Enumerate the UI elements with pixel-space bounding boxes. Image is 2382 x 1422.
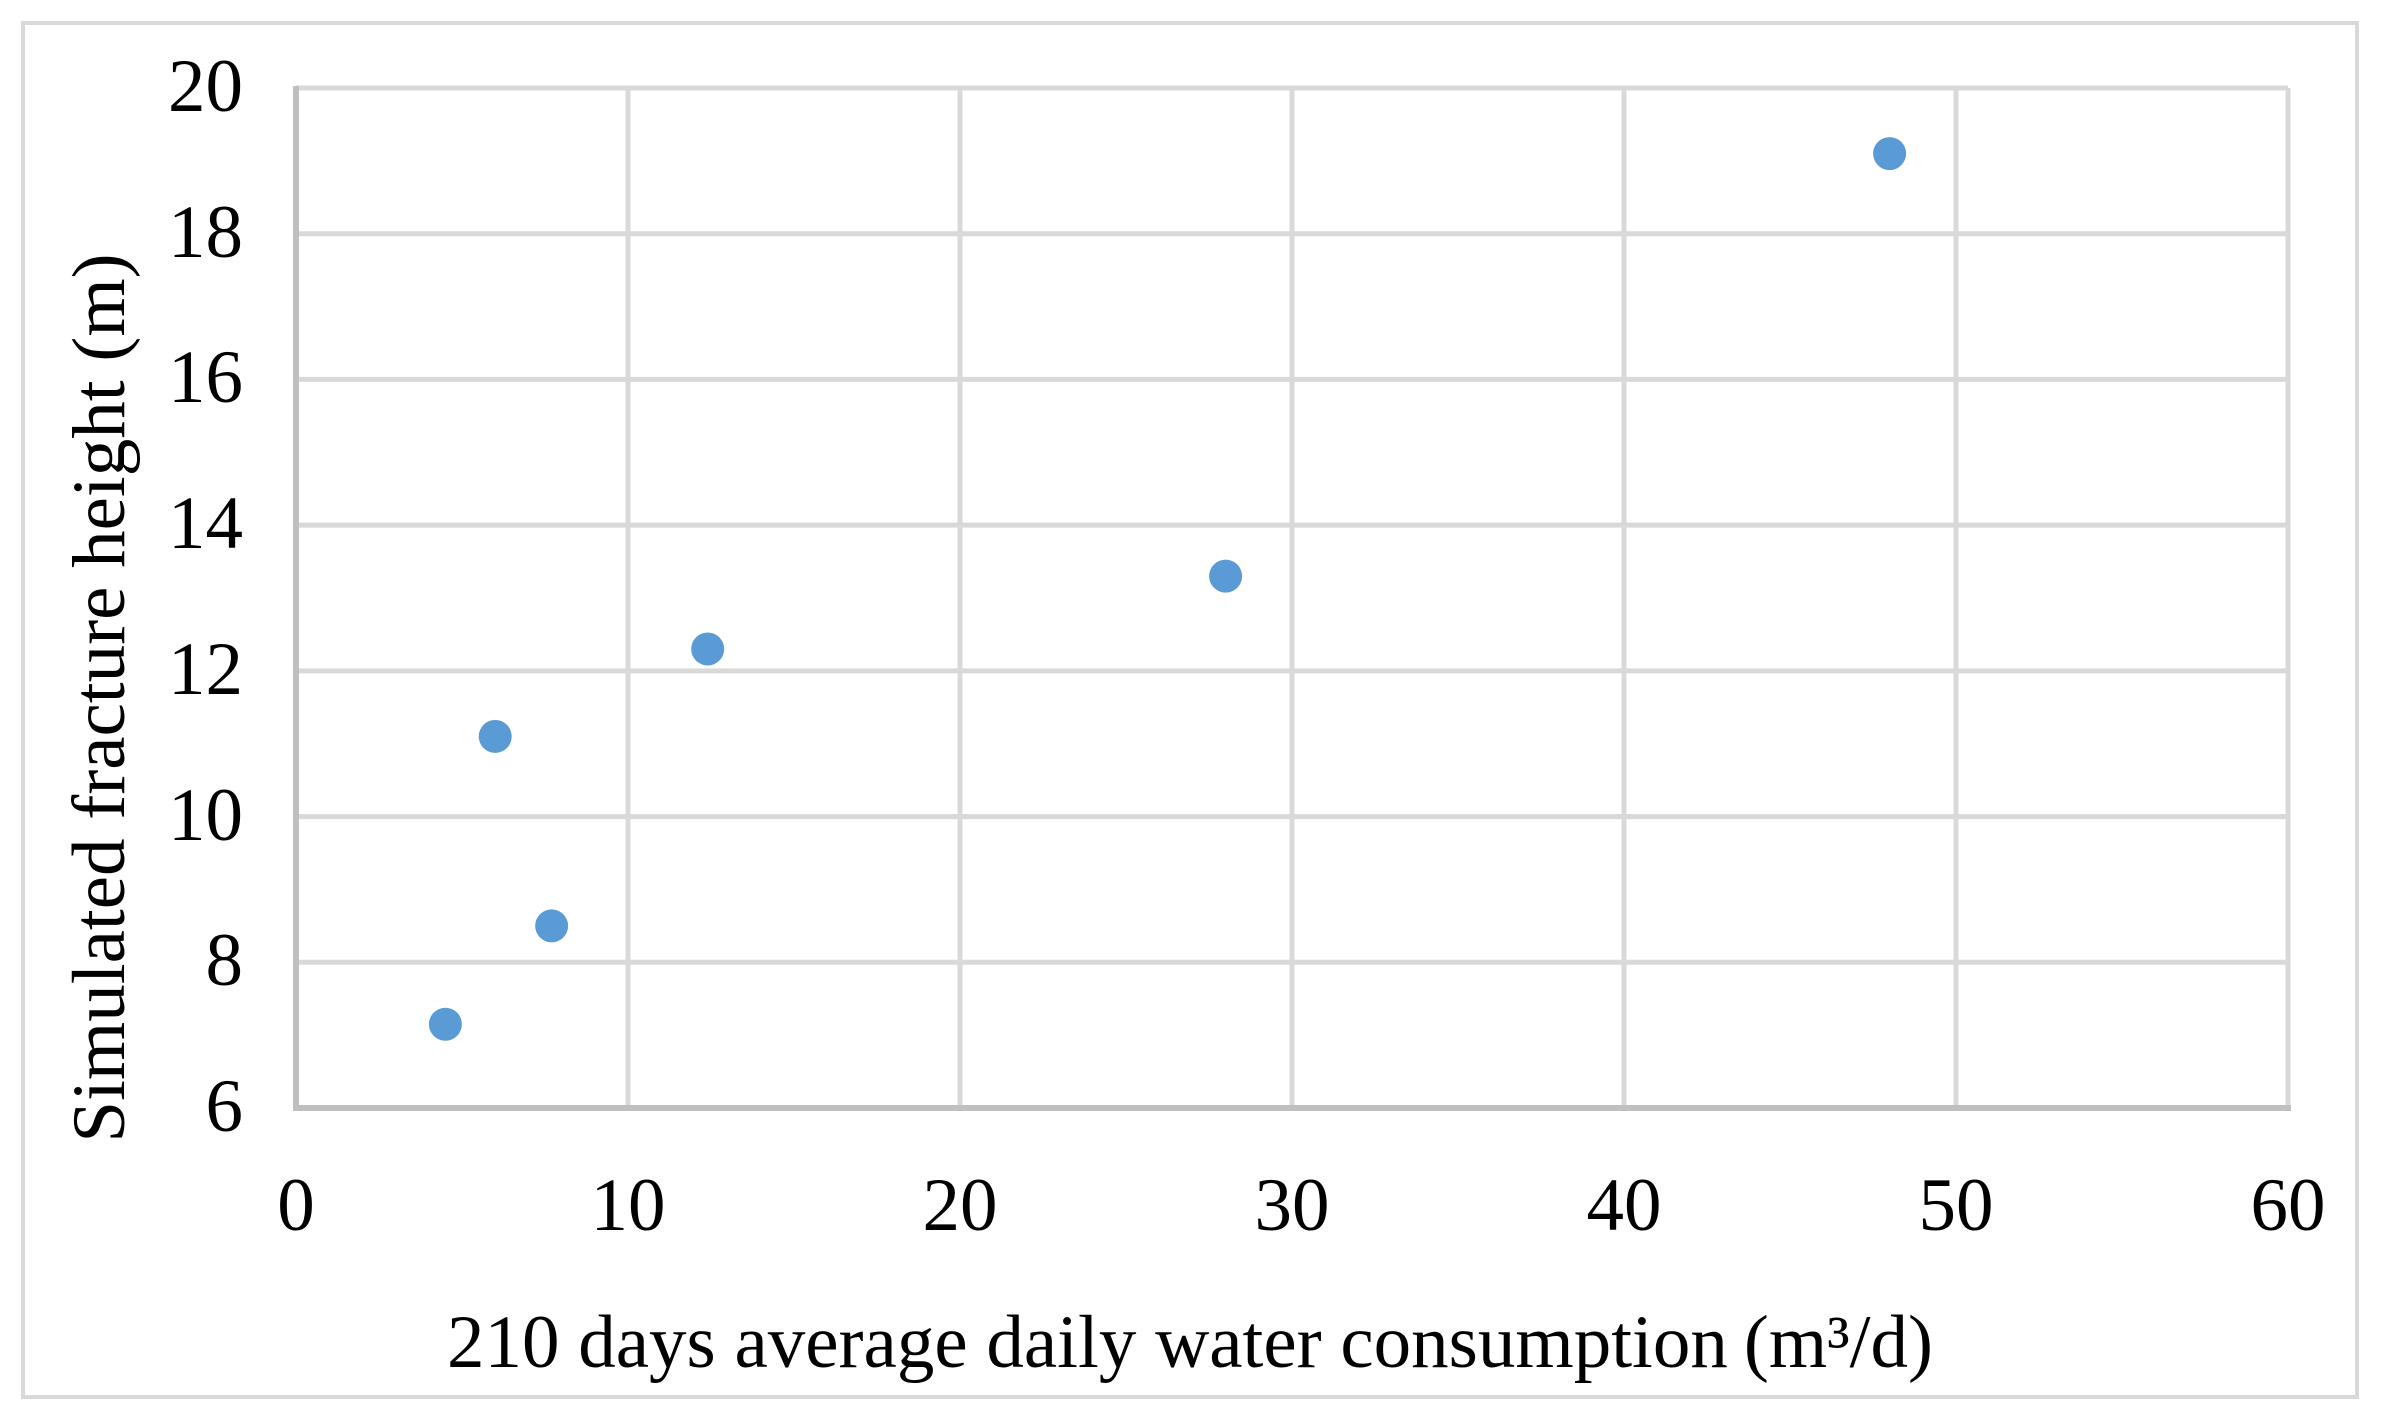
x-tick-label: 50	[1918, 1164, 1994, 1247]
x-tick-label: 30	[1254, 1164, 1330, 1247]
data-point	[1209, 559, 1243, 593]
y-tick-label: 16	[168, 336, 243, 420]
y-axis-title: Simulated fracture height (m)	[58, 253, 141, 1143]
y-tick-label: 12	[168, 627, 243, 711]
y-tick-label: 6	[205, 1065, 244, 1148]
data-point	[1873, 137, 1907, 171]
y-tick-label: 14	[168, 482, 243, 566]
data-point	[428, 1007, 462, 1041]
axis-lines	[293, 86, 2291, 1111]
gridlines	[296, 85, 2291, 1108]
y-tick-label: 10	[168, 773, 243, 857]
x-tick-label: 10	[590, 1164, 666, 1247]
y-tick-label: 18	[168, 190, 243, 274]
data-points	[428, 137, 1907, 1041]
x-axis-title: 210 days average daily water consumption…	[447, 1303, 1933, 1383]
data-point	[691, 632, 725, 666]
x-tick-label: 60	[2250, 1164, 2326, 1247]
x-tick-label: 0	[277, 1164, 315, 1247]
y-tick-label: 20	[168, 45, 243, 128]
y-tick-label: 8	[205, 919, 244, 1003]
x-tick-label: 40	[1586, 1164, 1662, 1247]
data-point	[535, 909, 569, 943]
figure-border	[21, 21, 2359, 1399]
x-tick-label: 20	[922, 1164, 998, 1247]
x-axis-title-unit: (m³/d)	[1743, 1301, 1933, 1384]
data-point	[478, 719, 512, 753]
figure-border-rect	[21, 21, 2359, 1399]
x-axis-title-text: 210 days average daily water consumption	[447, 1301, 1728, 1384]
